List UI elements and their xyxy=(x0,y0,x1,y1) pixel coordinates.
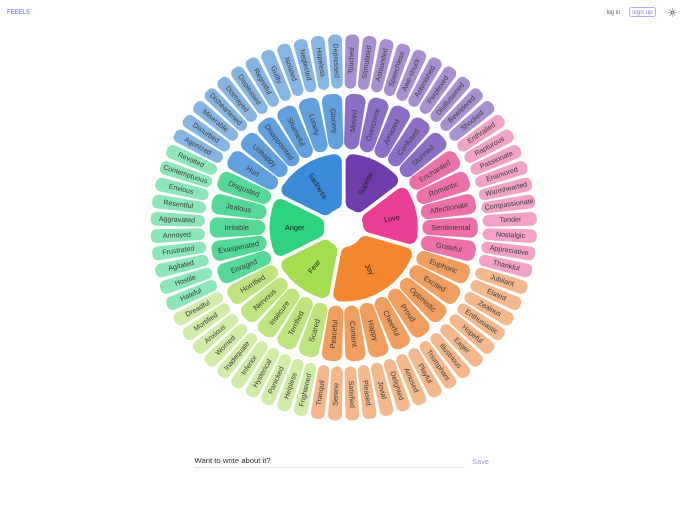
svg-text:Serene: Serene xyxy=(331,383,340,406)
svg-text:Irritable: Irritable xyxy=(224,223,249,232)
svg-text:Anger: Anger xyxy=(285,223,305,232)
svg-text:Sentimental: Sentimental xyxy=(431,223,470,232)
svg-text:Gloomy: Gloomy xyxy=(328,108,339,134)
svg-text:Peaceful: Peaceful xyxy=(328,319,340,349)
svg-text:Tender: Tender xyxy=(499,215,522,224)
svg-text:Pleased: Pleased xyxy=(361,380,372,407)
svg-text:Satisfied: Satisfied xyxy=(347,381,356,409)
svg-text:Love: Love xyxy=(383,213,400,225)
svg-text:Moved: Moved xyxy=(348,109,359,132)
svg-text:Annoyed: Annoyed xyxy=(163,231,191,240)
svg-text:Aggravated: Aggravated xyxy=(159,215,196,225)
svg-text:Content: Content xyxy=(348,321,359,348)
svg-text:Nostalgic: Nostalgic xyxy=(496,231,526,240)
svg-text:Touched: Touched xyxy=(347,47,356,74)
svg-text:Depressed: Depressed xyxy=(331,43,341,78)
svg-text:Tranquil: Tranquil xyxy=(315,379,326,406)
